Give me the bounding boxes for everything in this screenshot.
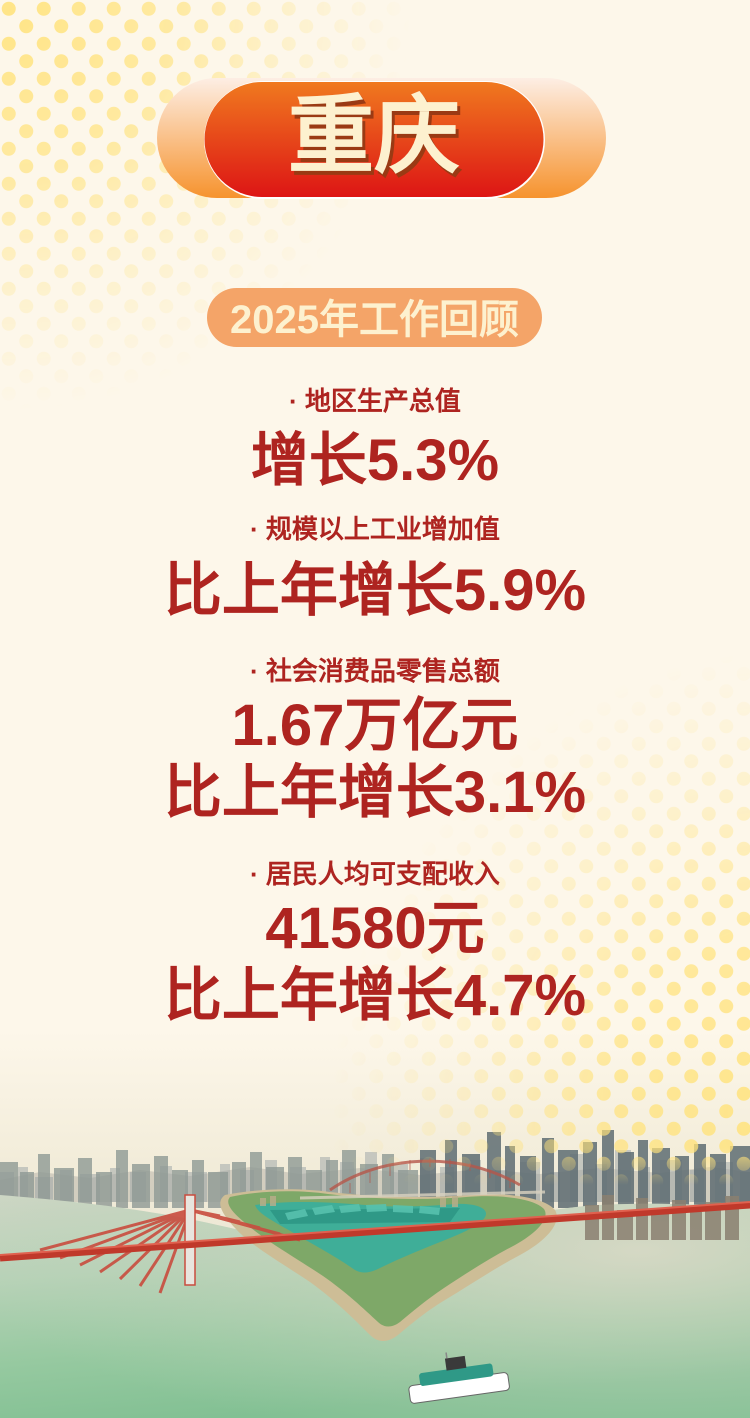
svg-text:· 地区生产总值: · 地区生产总值: [289, 386, 461, 416]
svg-text:比上年增长4.7%: 比上年增长4.7%: [164, 963, 586, 1028]
svg-text:· 规模以上工业增加值: · 规模以上工业增加值: [250, 514, 500, 544]
svg-text:比上年增长3.1%: 比上年增长3.1%: [164, 760, 586, 825]
svg-text:增长5.3%: 增长5.3%: [251, 428, 499, 493]
svg-text:重庆: 重庆: [288, 88, 460, 184]
svg-text:· 社会消费品零售总额: · 社会消费品零售总额: [250, 656, 500, 686]
svg-text:2025年工作回顾: 2025年工作回顾: [230, 298, 519, 342]
svg-text:41580元: 41580元: [265, 896, 484, 961]
svg-text:1.67万亿元: 1.67万亿元: [232, 693, 519, 758]
svg-text:· 居民人均可支配收入: · 居民人均可支配收入: [250, 859, 500, 889]
svg-text:比上年增长5.9%: 比上年增长5.9%: [164, 558, 586, 623]
